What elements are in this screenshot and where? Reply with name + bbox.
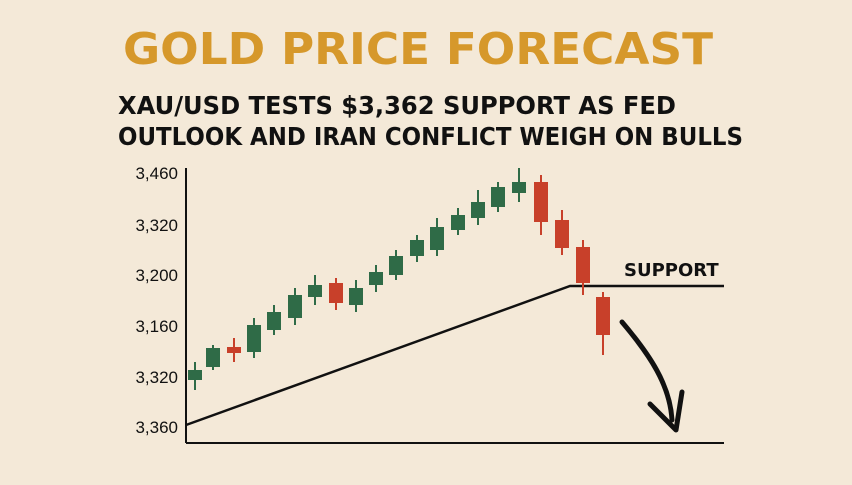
subtitle-line: XAU/USD TESTS $3,362 SUPPORT AS FED xyxy=(118,91,676,120)
candle-body xyxy=(308,285,322,297)
candle-body xyxy=(410,240,424,256)
candle-body xyxy=(451,215,465,230)
axis-label: 3,320 xyxy=(135,368,178,387)
candle-body xyxy=(247,325,261,352)
candle-body xyxy=(491,187,505,207)
candle-body xyxy=(188,370,202,380)
down-arrow xyxy=(619,319,675,423)
axis-label: 3,200 xyxy=(135,266,178,285)
candle-body xyxy=(596,297,610,335)
candle-body xyxy=(349,288,363,305)
subtitle-line: OUTLOOK AND IRAN CONFLICT WEIGH ON BULLS xyxy=(118,122,743,151)
candle-body xyxy=(288,295,302,318)
candle-body xyxy=(430,227,444,250)
candle-body xyxy=(206,348,220,367)
candle-body xyxy=(329,283,343,303)
candle-body xyxy=(389,256,403,275)
candle-body xyxy=(555,220,569,248)
title: GOLD PRICE FORECAST xyxy=(123,24,713,75)
candle-body xyxy=(512,182,526,193)
candle-body xyxy=(576,247,590,283)
candle-body xyxy=(227,347,241,353)
axis-label: 3,160 xyxy=(135,317,178,336)
candle-body xyxy=(471,202,485,218)
axis-label: 3,320 xyxy=(135,216,178,235)
support-label: SUPPORT xyxy=(624,260,719,281)
arrow-head xyxy=(647,389,685,433)
axis-label: 3,460 xyxy=(135,164,178,183)
candle-body xyxy=(369,272,383,285)
axis-label: 3,360 xyxy=(135,418,178,437)
support-line xyxy=(185,284,724,427)
candle-body xyxy=(534,182,548,222)
candle-body xyxy=(267,312,281,330)
